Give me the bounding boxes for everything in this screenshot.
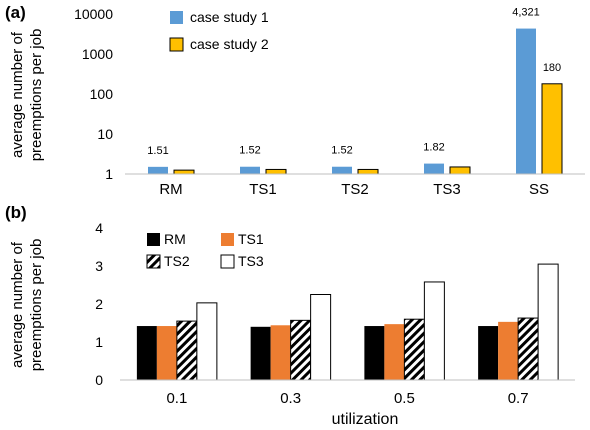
chart-b-ylabel: average number of preemptions per job bbox=[9, 239, 45, 372]
chart-a-bar bbox=[449, 166, 471, 175]
chart-a-data-label: 4,321 bbox=[512, 7, 540, 19]
chart-b-category-label: 0.1 bbox=[166, 390, 187, 407]
chart-b-category-label: 0.3 bbox=[280, 390, 301, 407]
chart-b-bar bbox=[364, 326, 385, 380]
chart-b-bar bbox=[156, 326, 177, 380]
chart-a-data-label: 1.51 bbox=[147, 145, 168, 157]
chart-b-legend-swatch bbox=[147, 233, 160, 246]
chart-b-bar bbox=[517, 317, 539, 381]
chart-b-bar bbox=[290, 319, 312, 381]
chart-b-ylabel-line1: average number of bbox=[9, 241, 26, 368]
chart-b-bar bbox=[537, 263, 559, 381]
chart-a-data-label: 1.52 bbox=[239, 145, 260, 157]
chart-b-legend-label: TS1 bbox=[238, 231, 264, 247]
chart-a-ytick-label: 1000 bbox=[82, 46, 113, 62]
chart-a-legend-label: case study 1 bbox=[190, 9, 269, 25]
chart-a-bar bbox=[173, 169, 195, 175]
chart-a-ylabel: average number of preemptions per job bbox=[9, 29, 45, 162]
chart-a-category-label: SS bbox=[529, 181, 549, 198]
chart-b-legend-label: TS2 bbox=[164, 253, 190, 269]
chart-a-bar bbox=[541, 83, 563, 175]
chart-a-bar bbox=[357, 168, 379, 175]
chart-a-legend-swatch bbox=[169, 37, 184, 52]
chart-b-bar bbox=[423, 281, 445, 381]
chart-a-ytick-label: 100 bbox=[90, 86, 114, 102]
chart-b-legend-swatch bbox=[221, 233, 234, 246]
chart-b-bar bbox=[310, 294, 332, 381]
chart-a-bar bbox=[332, 166, 352, 174]
chart-a-ytick-label: 10000 bbox=[74, 6, 113, 22]
chart-a-category-label: TS3 bbox=[433, 181, 461, 198]
chart-a-bar bbox=[148, 166, 168, 174]
chart-b-ytick-label: 4 bbox=[95, 220, 103, 236]
chart-a-ylabel-line2: preemptions per job bbox=[28, 29, 45, 162]
chart-a-ytick-label: 1 bbox=[105, 166, 113, 182]
chart-b-category-label: 0.5 bbox=[394, 390, 415, 407]
chart-b-bar bbox=[270, 325, 291, 380]
chart-a-ytick-label: 10 bbox=[97, 126, 113, 142]
chart-b-ylabel-line2: preemptions per job bbox=[28, 239, 45, 372]
chart-a-bar bbox=[240, 166, 260, 174]
chart-b-xlabel: utilization bbox=[332, 411, 399, 428]
chart-a-category-label: TS1 bbox=[249, 181, 277, 198]
chart-a-legend-swatch bbox=[170, 11, 183, 24]
chart-b-ytick-label: 2 bbox=[95, 296, 103, 312]
chart-a-data-label: 180 bbox=[543, 62, 561, 74]
chart-b-bar bbox=[136, 326, 157, 380]
chart-a-bar bbox=[516, 28, 536, 174]
chart-b-legend-swatch bbox=[146, 254, 161, 269]
chart-b-legend-label: TS3 bbox=[238, 253, 264, 269]
chart-b-bar bbox=[176, 320, 198, 381]
chart-b: (b) average number of preemptions per jo… bbox=[5, 203, 575, 428]
chart-b-ytick-label: 0 bbox=[95, 372, 103, 388]
chart-a-category-label: TS2 bbox=[341, 181, 369, 198]
chart-a-legend-label: case study 2 bbox=[190, 36, 269, 52]
chart-b-category-label: 0.7 bbox=[508, 390, 529, 407]
chart-b-bar bbox=[478, 326, 499, 380]
chart-b-ytick-label: 3 bbox=[95, 258, 103, 274]
chart-a-data-label: 1.52 bbox=[331, 145, 352, 157]
chart-b-ytick-label: 1 bbox=[95, 334, 103, 350]
chart-a-bar bbox=[424, 163, 444, 174]
chart-b-bar bbox=[196, 302, 218, 381]
chart-b-legend-label: RM bbox=[164, 231, 186, 247]
panel-a-label: (a) bbox=[5, 3, 26, 22]
chart-b-bar bbox=[403, 318, 425, 381]
chart-a: (a) average number of preemptions per jo… bbox=[5, 3, 585, 198]
chart-b-bar bbox=[498, 321, 519, 380]
chart-a-data-label: 1.82 bbox=[423, 142, 444, 154]
chart-a-category-label: RM bbox=[159, 181, 182, 198]
chart-b-bar bbox=[250, 326, 271, 380]
chart-a-ylabel-line1: average number of bbox=[9, 31, 26, 158]
chart-b-legend-swatch bbox=[220, 254, 235, 269]
chart-a-bar bbox=[265, 168, 287, 175]
panel-b-label: (b) bbox=[5, 203, 27, 222]
chart-b-bar bbox=[384, 324, 405, 380]
